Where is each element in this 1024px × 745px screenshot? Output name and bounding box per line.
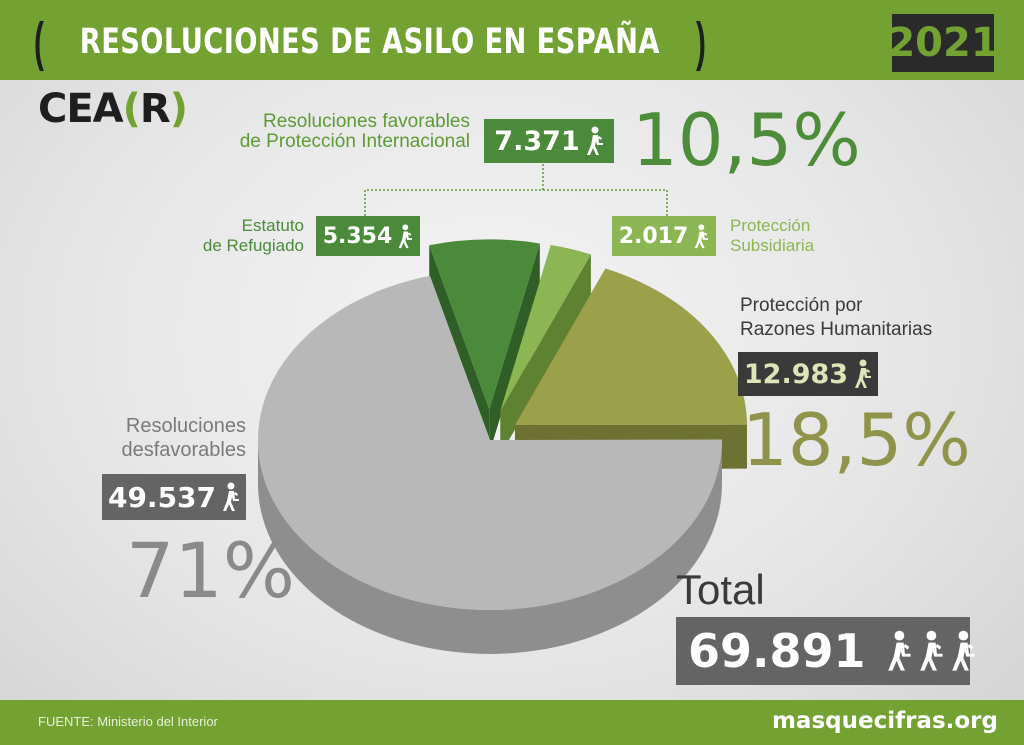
refugiado-label-line1: Estatuto bbox=[241, 216, 304, 235]
subsidiaria-value-box: 2.017 bbox=[612, 216, 716, 256]
favorables-label: Resoluciones favorables de Protección In… bbox=[150, 112, 470, 152]
desfavorables-value-box: 49.537 bbox=[102, 474, 246, 520]
walker-icon bbox=[887, 630, 911, 671]
total-label: Total bbox=[676, 566, 765, 613]
subsidiaria-value: 2.017 bbox=[618, 223, 689, 249]
favorables-label-line1: Resoluciones favorables bbox=[262, 111, 470, 132]
total-value-box: 69.891 bbox=[676, 617, 975, 685]
walker-icon bbox=[855, 359, 872, 388]
subsidiaria-label-line2: Subsidiaria bbox=[730, 236, 815, 255]
subsidiaria-label-line1: Protección bbox=[730, 216, 811, 235]
page-title: RESOLUCIONES DE ASILO EN ESPAÑA bbox=[79, 22, 660, 62]
walker-icon bbox=[223, 482, 240, 511]
refugiado-label-line2: de Refugiado bbox=[202, 236, 304, 255]
year-badge: 2021 bbox=[887, 14, 999, 72]
refugiado-label: Estatuto de Refugiado bbox=[160, 216, 304, 256]
title-bracket-close: ) bbox=[695, 12, 706, 72]
title-bracket-open: ( bbox=[34, 12, 44, 72]
humanitarias-value: 12.983 bbox=[743, 358, 849, 390]
site-link[interactable]: masquecifras.org bbox=[771, 708, 998, 734]
humanitarias-label-line2: Razones Humanitarias bbox=[740, 319, 933, 340]
slice-refugiado-wall bbox=[489, 243, 540, 454]
walker-icon bbox=[951, 630, 975, 671]
slice-humanitarias bbox=[514, 268, 747, 426]
walker-icon bbox=[919, 630, 943, 671]
logo-bracket-close: ) bbox=[169, 86, 188, 132]
favorables-label-line2: de Protección Internacional bbox=[239, 131, 470, 152]
favorables-percent: 10,5% bbox=[632, 98, 861, 182]
humanitarias-label-line1: Protección por bbox=[740, 295, 863, 316]
walker-icon bbox=[398, 223, 413, 248]
source-note: FUENTE: Ministerio del Interior bbox=[38, 714, 218, 729]
refugiado-value-box: 5.354 bbox=[316, 216, 420, 256]
desfavorables-label: Resoluciones desfavorables bbox=[60, 414, 246, 462]
slice-refugiado bbox=[429, 239, 540, 410]
slice-desfavorables-wall bbox=[258, 440, 722, 654]
desfavorables-value: 49.537 bbox=[107, 480, 217, 514]
walker-icon bbox=[586, 126, 603, 155]
logo-bracket-open: ( bbox=[122, 86, 141, 132]
favorables-value: 7.371 bbox=[494, 125, 580, 157]
cear-logo: CEA(R) bbox=[38, 86, 188, 132]
title-group: ( RESOLUCIONES DE ASILO EN ESPAÑA ) bbox=[30, 14, 710, 70]
humanitarias-percent: 18,5% bbox=[742, 398, 971, 482]
header-bar bbox=[0, 0, 1024, 80]
subsidiaria-label: Protección Subsidiaria bbox=[730, 216, 814, 256]
slice-desfavorables bbox=[257, 275, 722, 611]
desfavorables-label-line2: desfavorables bbox=[121, 439, 246, 461]
desfavorables-percent: 71% bbox=[126, 526, 295, 615]
humanitarias-value-box: 12.983 bbox=[738, 352, 878, 396]
walker-icon bbox=[694, 223, 709, 248]
desfavorables-label-line1: Resoluciones bbox=[125, 415, 246, 437]
logo-letter: R bbox=[139, 86, 171, 132]
slice-subsidiaria bbox=[500, 244, 591, 411]
refugiado-value: 5.354 bbox=[322, 223, 393, 249]
humanitarias-label: Protección por Razones Humanitarias bbox=[740, 294, 932, 342]
logo-text: CEA bbox=[38, 86, 124, 132]
footer-bar bbox=[0, 700, 1024, 745]
slice-subsidiaria-wall bbox=[500, 254, 591, 455]
total-value: 69.891 bbox=[688, 624, 866, 678]
favorables-value-box: 7.371 bbox=[484, 119, 614, 163]
total-walkers bbox=[880, 630, 976, 672]
